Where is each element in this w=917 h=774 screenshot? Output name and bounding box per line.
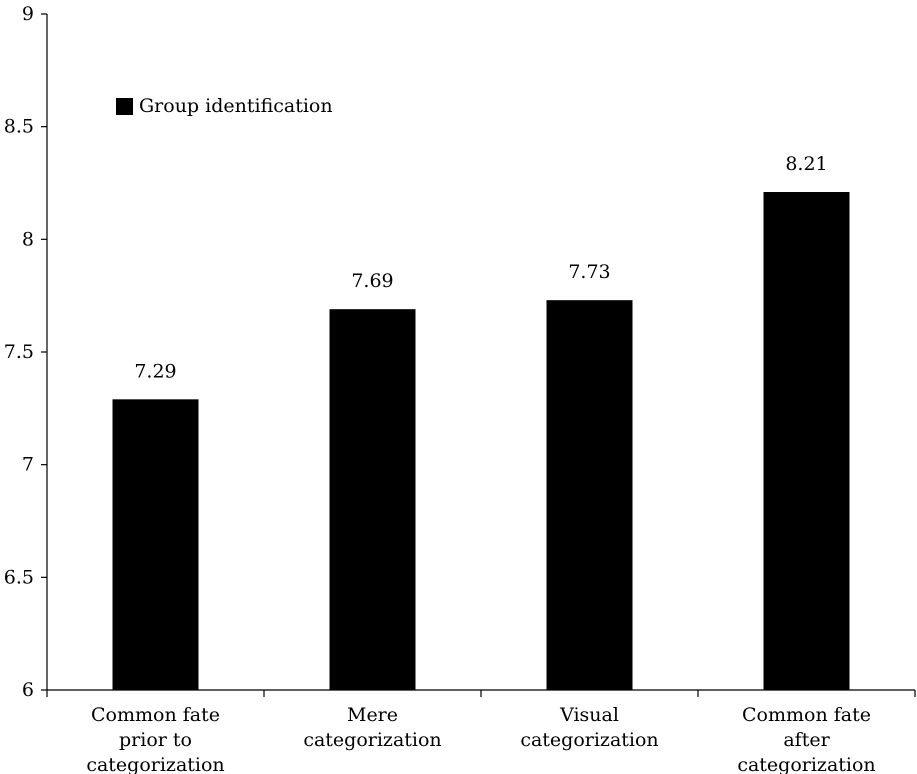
category-label-line: categorization xyxy=(303,729,441,751)
category-label-line: categorization xyxy=(737,754,875,774)
bars xyxy=(112,192,850,690)
category-label: Common fate prior to categorization xyxy=(86,704,224,774)
y-tick-label: 7 xyxy=(22,454,34,476)
category-labels: Common fate prior to categorization Mere cat… xyxy=(86,704,875,774)
y-tick-label: 8 xyxy=(22,228,34,250)
y-axis: 6 6.5 7 7.5 8 8.5 9 xyxy=(4,3,48,701)
category-label-line: Mere xyxy=(347,704,398,726)
legend: Group identification xyxy=(116,95,333,117)
y-tick-label: 7.5 xyxy=(4,341,34,363)
data-label: 7.29 xyxy=(134,360,176,382)
category-label-line: Common fate xyxy=(91,704,220,726)
category-label-line: prior to xyxy=(119,729,192,751)
category-label-line: Common fate xyxy=(742,704,871,726)
data-label: 7.73 xyxy=(568,261,610,283)
category-label-line: categorization xyxy=(86,754,224,774)
bar xyxy=(763,192,850,690)
category-label: Mere categorization xyxy=(303,704,441,751)
y-tick-label: 9 xyxy=(22,3,34,25)
category-label: Visual categorization xyxy=(520,704,658,751)
y-tick-label: 6 xyxy=(22,679,34,701)
y-tick-label: 6.5 xyxy=(4,566,34,588)
category-label-line: after xyxy=(783,729,830,751)
category-label: Common fate after categorization xyxy=(737,704,875,774)
bar xyxy=(112,399,199,690)
data-label: 7.69 xyxy=(351,270,393,292)
legend-swatch xyxy=(116,98,133,115)
bar xyxy=(329,309,416,690)
legend-label: Group identification xyxy=(139,95,333,117)
y-tick-label: 8.5 xyxy=(4,116,34,138)
x-axis xyxy=(46,689,916,697)
bar xyxy=(546,300,633,690)
data-label: 8.21 xyxy=(785,153,827,175)
data-labels: 7.29 7.69 7.73 8.21 xyxy=(134,153,827,382)
category-label-line: categorization xyxy=(520,729,658,751)
category-label-line: Visual xyxy=(559,704,619,726)
